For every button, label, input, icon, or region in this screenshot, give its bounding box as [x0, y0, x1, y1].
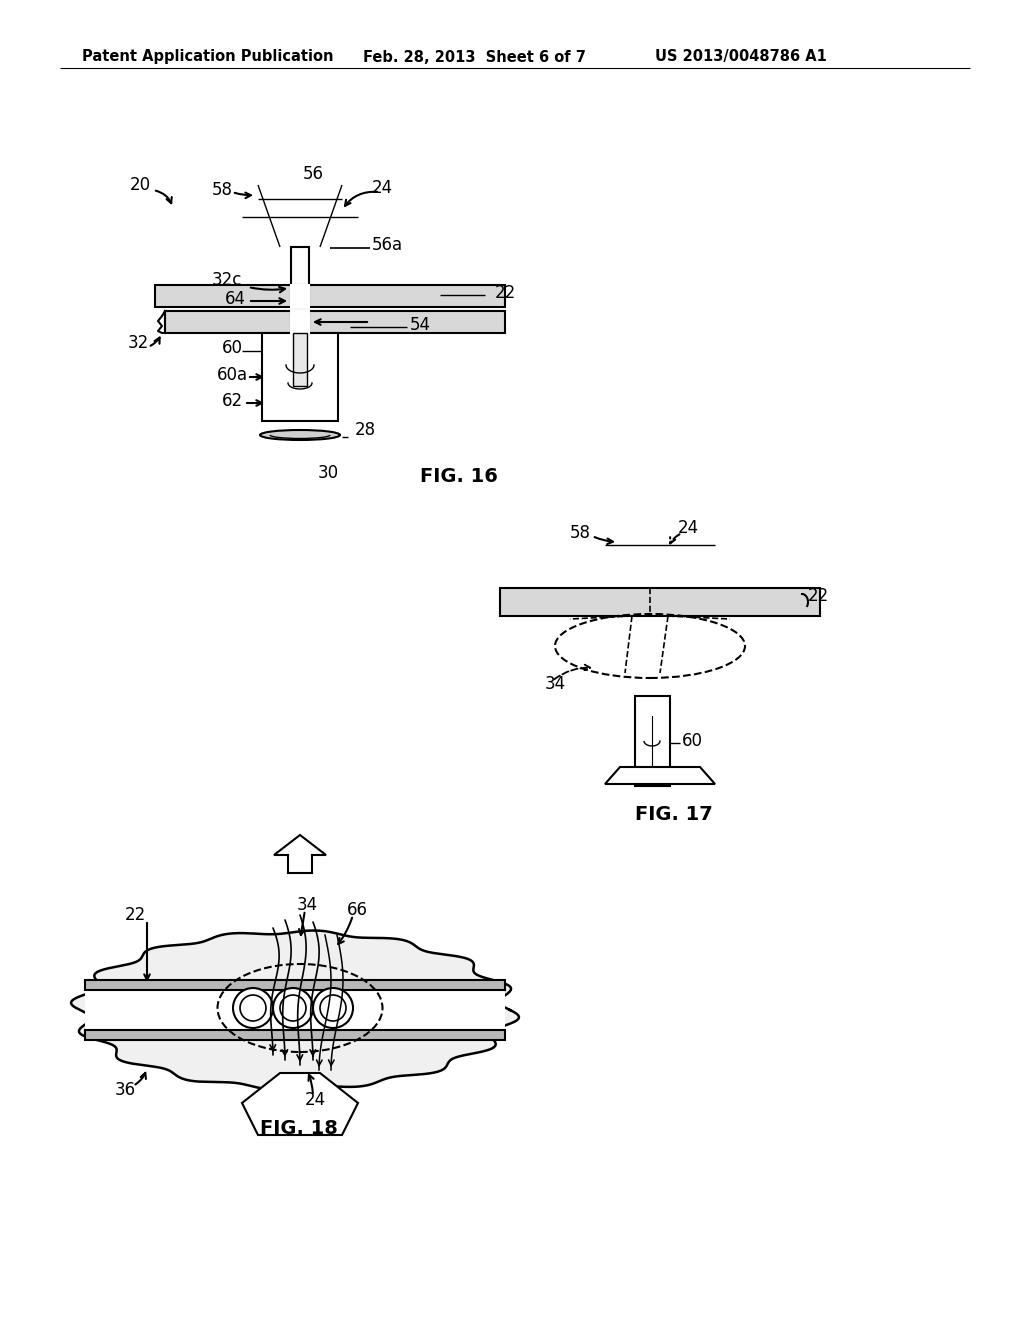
Bar [85, 1030, 505, 1040]
Polygon shape [274, 836, 326, 873]
Text: 32c: 32c [212, 271, 243, 289]
Bar [635, 696, 670, 785]
Bar [291, 312, 309, 333]
Bar [500, 587, 820, 616]
Ellipse shape [260, 430, 340, 440]
Text: 24: 24 [678, 519, 699, 537]
Bar [85, 979, 505, 990]
Circle shape [233, 987, 273, 1028]
Text: FIG. 18: FIG. 18 [260, 1118, 338, 1138]
Text: 20: 20 [130, 176, 152, 194]
Bar [262, 333, 338, 421]
Polygon shape [242, 1073, 358, 1135]
Text: 60: 60 [682, 733, 703, 750]
Text: US 2013/0048786 A1: US 2013/0048786 A1 [655, 49, 826, 65]
Text: 30: 30 [318, 465, 339, 482]
Text: 62: 62 [222, 392, 243, 411]
Text: 56a: 56a [372, 236, 403, 253]
Text: FIG. 17: FIG. 17 [635, 804, 713, 824]
Polygon shape [605, 767, 715, 784]
Polygon shape [71, 931, 519, 1089]
Text: 28: 28 [355, 421, 376, 440]
Text: 24: 24 [305, 1092, 326, 1109]
Circle shape [313, 987, 353, 1028]
Text: 34: 34 [545, 675, 566, 693]
Text: 24: 24 [372, 180, 393, 197]
Text: 36: 36 [115, 1081, 136, 1100]
Text: 64: 64 [225, 290, 246, 308]
Text: Patent Application Publication: Patent Application Publication [82, 49, 334, 65]
Bar [291, 285, 309, 308]
Text: 22: 22 [808, 587, 829, 605]
Text: 34: 34 [297, 896, 318, 913]
Text: 56: 56 [303, 165, 324, 183]
Text: FIG. 16: FIG. 16 [420, 466, 498, 486]
Bar [85, 990, 505, 1030]
Text: Feb. 28, 2013  Sheet 6 of 7: Feb. 28, 2013 Sheet 6 of 7 [362, 49, 586, 65]
Text: 22: 22 [495, 284, 516, 302]
Text: 22: 22 [125, 906, 146, 924]
Text: 54: 54 [410, 315, 431, 334]
Text: 58: 58 [212, 181, 233, 199]
Text: 66: 66 [347, 902, 368, 919]
Text: 32: 32 [128, 334, 150, 352]
Text: 60: 60 [222, 339, 243, 356]
Bar [155, 285, 505, 308]
Text: 58: 58 [570, 524, 591, 543]
Bar [291, 247, 309, 285]
Bar [165, 312, 505, 333]
Bar [293, 333, 307, 385]
Circle shape [273, 987, 313, 1028]
Text: 60a: 60a [217, 366, 248, 384]
